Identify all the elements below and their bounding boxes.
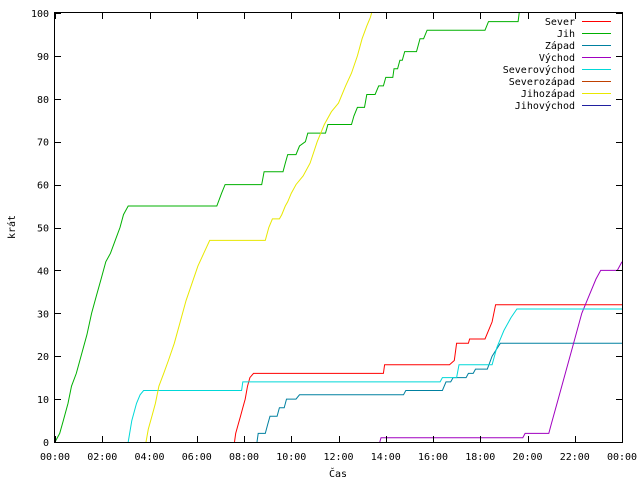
series-line [234, 304, 622, 443]
series-line [145, 12, 373, 443]
x-tick-label: 18:00 [465, 452, 495, 463]
x-tick-label: 02:00 [87, 452, 117, 463]
series-line [54, 12, 520, 443]
y-axis-label: krát [6, 215, 18, 239]
y-tick-label: 70 [37, 138, 49, 149]
plot-frame [54, 12, 623, 443]
y-tick-label: 0 [43, 438, 49, 449]
y-tick-label: 80 [37, 95, 49, 106]
y-tick-label: 40 [37, 266, 49, 277]
y-tick-label: 50 [37, 224, 49, 235]
x-tick-label: 14:00 [371, 452, 401, 463]
x-tick-label: 16:00 [418, 452, 448, 463]
x-tick-label: 08:00 [229, 452, 259, 463]
legend-label: Severovýchod [503, 64, 575, 76]
y-tick-label: 100 [31, 9, 49, 20]
x-tick-label: 10:00 [276, 452, 306, 463]
series-lines [54, 12, 623, 443]
series-line [127, 308, 622, 443]
series-line [256, 342, 622, 443]
y-tick-label: 30 [37, 309, 49, 320]
y-tick-label: 60 [37, 181, 49, 192]
axis-ticks: 00:00 02:00 04:00 06:00 08:00 10:00 12:00 14:00… [31, 9, 637, 463]
legend-label: Jih [557, 29, 575, 40]
x-tick-label: 06:00 [182, 452, 212, 463]
x-axis-label: Čas [329, 467, 347, 480]
y-tick-label: 20 [37, 352, 49, 363]
series-line [379, 261, 623, 443]
legend-label: Jihozápad [521, 88, 575, 100]
y-tick-label: 10 [37, 395, 49, 406]
legend-label: Severozápad [509, 76, 575, 88]
legend: SeverJihZápadVýchodSeverovýchodSeverozáp… [503, 17, 611, 112]
legend-label: Sever [545, 17, 575, 28]
x-tick-label: 12:00 [323, 452, 353, 463]
x-tick-label: 04:00 [134, 452, 164, 463]
x-tick-label: 22:00 [560, 452, 590, 463]
x-tick-label: 00:00 [607, 452, 637, 463]
x-tick-label: 20:00 [512, 452, 542, 463]
legend-label: Východ [539, 52, 575, 64]
x-tick-label: 00:00 [40, 452, 70, 463]
legend-label: Západ [545, 40, 575, 52]
y-tick-label: 90 [37, 52, 49, 63]
legend-label: Jihovýchod [515, 100, 575, 112]
